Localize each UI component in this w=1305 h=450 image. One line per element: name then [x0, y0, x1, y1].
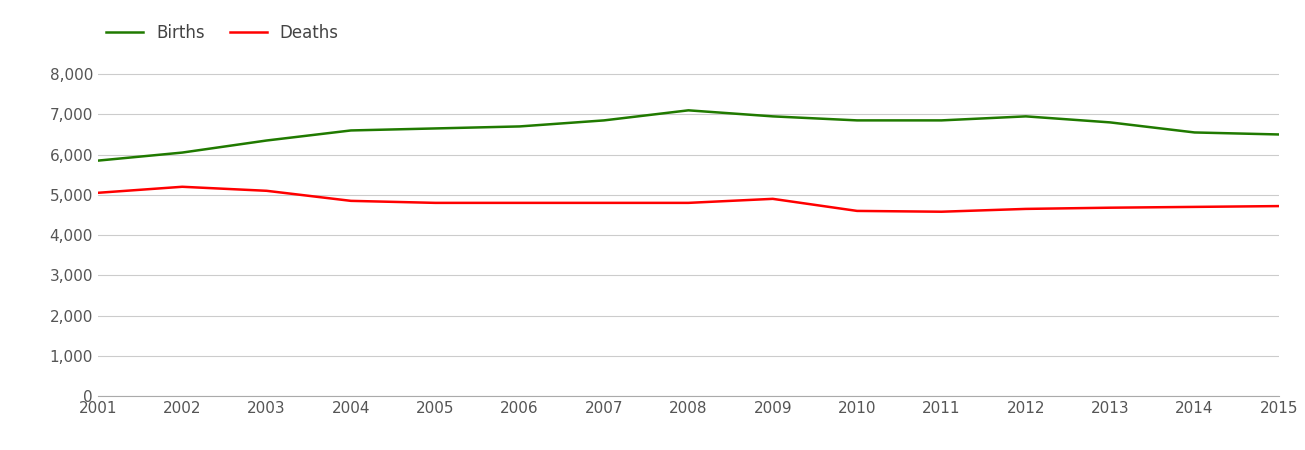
Births: [681, 108, 697, 113]
Deaths: [681, 200, 697, 206]
Deaths: [596, 200, 612, 206]
Deaths: [1018, 206, 1034, 211]
Deaths: [850, 208, 865, 214]
Births: [596, 118, 612, 123]
Deaths: [765, 196, 780, 202]
Deaths: [258, 188, 274, 194]
Births: [933, 118, 949, 123]
Line: Births: Births: [98, 110, 1279, 161]
Deaths: [175, 184, 191, 189]
Deaths: [512, 200, 527, 206]
Births: [175, 150, 191, 155]
Births: [428, 126, 444, 131]
Legend: Births, Deaths: Births, Deaths: [106, 24, 339, 42]
Births: [1186, 130, 1202, 135]
Deaths: [343, 198, 359, 203]
Births: [850, 118, 865, 123]
Births: [1103, 120, 1118, 125]
Births: [512, 124, 527, 129]
Births: [1271, 132, 1287, 137]
Deaths: [1103, 205, 1118, 211]
Deaths: [933, 209, 949, 214]
Births: [90, 158, 106, 163]
Births: [1018, 114, 1034, 119]
Births: [765, 114, 780, 119]
Births: [258, 138, 274, 143]
Deaths: [90, 190, 106, 195]
Deaths: [1271, 203, 1287, 209]
Deaths: [428, 200, 444, 206]
Deaths: [1186, 204, 1202, 210]
Line: Deaths: Deaths: [98, 187, 1279, 212]
Births: [343, 128, 359, 133]
